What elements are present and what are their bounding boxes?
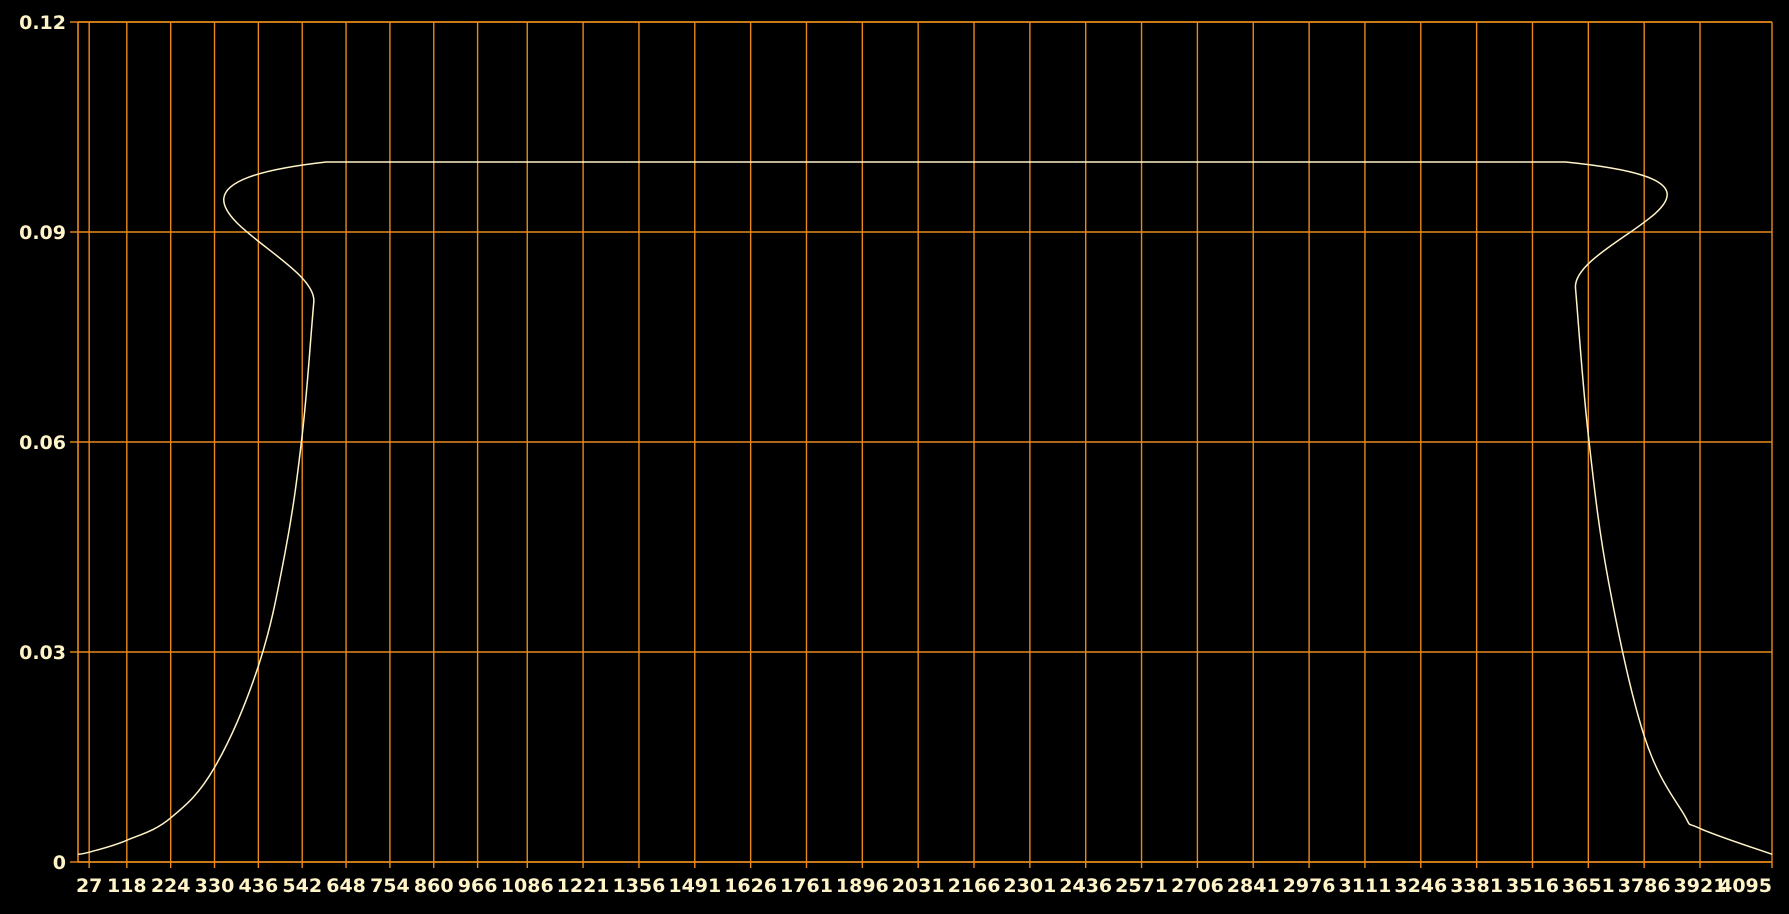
x-tick-label: 2841 [1227, 875, 1280, 897]
x-tick-label: 2976 [1283, 875, 1336, 897]
x-tick-label: 1896 [836, 875, 889, 897]
x-tick-label: 2301 [1003, 875, 1056, 897]
series-layer [77, 161, 1773, 856]
x-tick-label: 1491 [668, 875, 721, 897]
y-tick-label: 0 [53, 852, 66, 874]
x-tick-label: 1221 [557, 875, 610, 897]
y-tick-label: 0.12 [19, 12, 66, 34]
x-tick-labels: 27 118 224 330 436 542 648 754 860 966 1086 1221 135… [76, 875, 1772, 897]
x-tick-label: 3921 [1674, 875, 1727, 897]
x-tick-label: 966 [458, 875, 498, 897]
x-tick-label: 2166 [948, 875, 1001, 897]
x-tick-label: 27 [76, 875, 102, 897]
y-tick-label: 0.09 [19, 222, 66, 244]
x-tick-label: 1086 [501, 875, 554, 897]
x-tick-label: 648 [326, 875, 366, 897]
y-tick-label: 0.06 [19, 432, 66, 454]
x-tick-label: 4095 [1719, 875, 1772, 897]
x-tick-label: 542 [282, 875, 322, 897]
x-tick-label: 3651 [1562, 875, 1615, 897]
y-tick-label: 0.03 [19, 642, 66, 664]
x-tick-label: 860 [414, 875, 454, 897]
x-tick-label: 436 [239, 875, 279, 897]
x-tick-label: 3786 [1618, 875, 1671, 897]
axes [70, 21, 1773, 868]
x-tick-label: 1761 [780, 875, 833, 897]
x-tick-label: 2571 [1115, 875, 1168, 897]
y-tick-labels: 0 0.03 0.06 0.09 0.12 [19, 12, 66, 874]
x-tick-label: 1356 [612, 875, 665, 897]
x-tick-label: 3111 [1338, 875, 1391, 897]
x-tick-label: 3246 [1394, 875, 1447, 897]
x-tick-label: 2031 [892, 875, 945, 897]
x-tick-label: 2436 [1059, 875, 1112, 897]
x-tick-label: 330 [195, 875, 235, 897]
x-tick-label: 1626 [724, 875, 777, 897]
x-tick-label: 3516 [1506, 875, 1559, 897]
series-line [77, 161, 1773, 856]
x-tick-label: 754 [370, 875, 410, 897]
x-tick-label: 224 [151, 875, 191, 897]
x-tick-label: 118 [107, 875, 147, 897]
x-tick-label: 3381 [1450, 875, 1503, 897]
x-tick-label: 2706 [1171, 875, 1224, 897]
